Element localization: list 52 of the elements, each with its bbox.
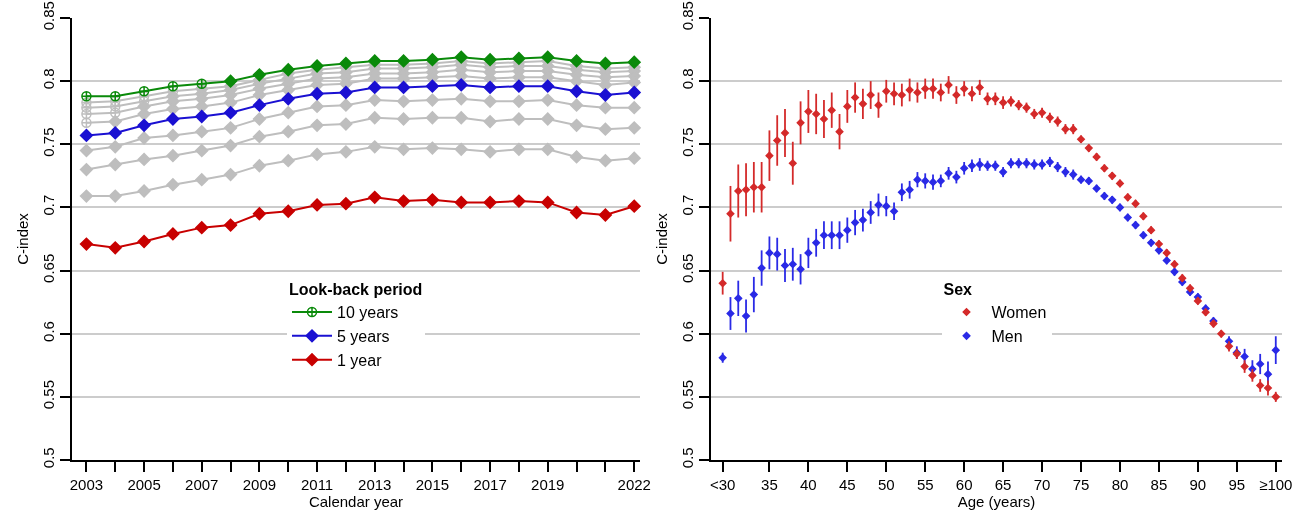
- y-tick-label: 0.55: [40, 380, 58, 410]
- legend-label: 1 year: [337, 351, 383, 369]
- x-tick-label: 2003: [69, 475, 104, 493]
- x-tick-label: 85: [1150, 475, 1168, 493]
- x-tick-label: 70: [1033, 475, 1051, 493]
- x-tick-label: 2022: [617, 475, 651, 493]
- x-tick-label: 2005: [127, 475, 161, 493]
- x-tick-label: 35: [761, 475, 778, 493]
- y-tick-label: 0.85: [679, 1, 697, 31]
- x-tick-label: 50: [877, 475, 895, 493]
- y-tick-label: 0.7: [40, 194, 58, 216]
- legend-label: 5 years: [337, 328, 390, 346]
- x-tick-label: 2015: [415, 475, 450, 493]
- y-tick-label: 0.65: [40, 253, 58, 283]
- legend-title: Sex: [943, 281, 973, 299]
- y-tick-label: 0.75: [40, 127, 58, 157]
- x-tick-label: 65: [994, 475, 1012, 493]
- x-tick-label: 2007: [185, 475, 219, 493]
- x-tick-label: 45: [838, 475, 856, 493]
- x-tick-label: 60: [955, 475, 973, 493]
- legend-title: Look-back period: [289, 281, 423, 299]
- legend-label: Men: [991, 328, 1023, 346]
- x-tick-label: 90: [1189, 475, 1207, 493]
- x-tick-label: 95: [1228, 475, 1246, 493]
- y-tick-label: 0.85: [40, 1, 58, 31]
- y-axis-title: C-index: [653, 212, 670, 265]
- x-tick-label: ≥100: [1259, 475, 1293, 493]
- y-tick-label: 0.6: [40, 321, 58, 342]
- legend-label: Women: [991, 304, 1047, 322]
- y-tick-label: 0.65: [679, 253, 697, 283]
- y-tick-label: 0.8: [40, 68, 58, 90]
- y-tick-label: 0.75: [679, 127, 697, 157]
- y-tick-label: 0.55: [679, 380, 697, 410]
- x-axis-title: Age (years): [957, 492, 1036, 510]
- y-tick-label: 0.5: [679, 447, 697, 469]
- y-axis-title: C-index: [14, 212, 31, 265]
- x-tick-label: 80: [1111, 475, 1129, 493]
- x-tick-label: 55: [916, 475, 934, 493]
- x-tick-label: 2019: [531, 475, 565, 493]
- x-tick-label: 2009: [242, 475, 277, 493]
- x-tick-label: <30: [709, 475, 736, 493]
- x-tick-label: 75: [1072, 475, 1090, 493]
- y-tick-label: 0.5: [40, 447, 58, 469]
- legend-label: 10 years: [337, 304, 399, 322]
- y-tick-label: 0.8: [679, 68, 697, 90]
- x-tick-label: 2017: [473, 475, 507, 493]
- y-tick-label: 0.7: [679, 194, 697, 216]
- x-tick-label: 2011: [300, 475, 334, 493]
- y-tick-label: 0.6: [679, 321, 697, 342]
- x-tick-label: 2013: [358, 475, 392, 493]
- x-axis-title: Calendar year: [308, 492, 404, 510]
- x-tick-label: 40: [800, 475, 817, 493]
